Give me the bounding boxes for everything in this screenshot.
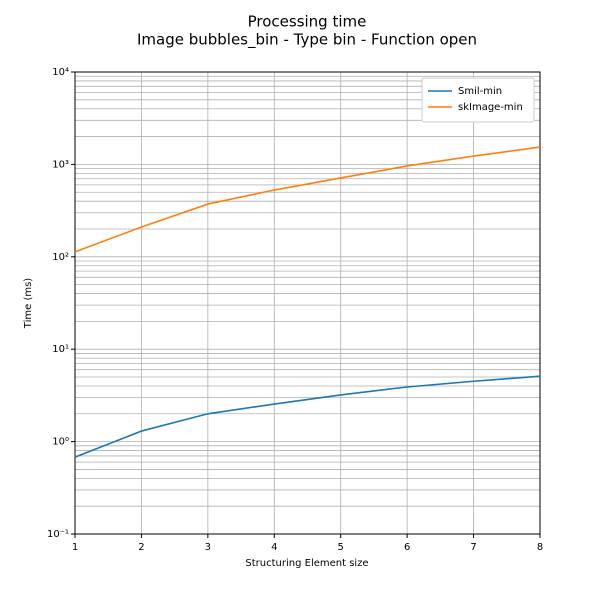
y-tick-label: 10⁻¹ bbox=[47, 529, 69, 540]
x-tick-label: 3 bbox=[205, 542, 211, 553]
chart-subtitle: Image bubbles_bin - Type bin - Function … bbox=[137, 31, 477, 50]
legend-box bbox=[421, 77, 535, 123]
y-tick-label: 10⁴ bbox=[52, 67, 69, 78]
y-tick-label: 10³ bbox=[52, 159, 69, 170]
x-tick-label: 4 bbox=[271, 542, 277, 553]
line bbox=[74, 375, 541, 458]
x-tick-label: 5 bbox=[338, 542, 344, 553]
y-tick-label: 10¹ bbox=[52, 344, 69, 355]
plot-frame bbox=[74, 71, 541, 535]
x-tick-label: 1 bbox=[72, 542, 78, 553]
x-tick-label: 8 bbox=[537, 542, 543, 553]
line bbox=[74, 146, 541, 253]
y-tick-label: 10⁰ bbox=[52, 437, 69, 448]
chart-title: Processing time bbox=[248, 13, 367, 31]
x-tick-label: 6 bbox=[404, 542, 410, 553]
y-tick-label: 10² bbox=[52, 252, 69, 263]
x-axis-label: Structuring Element size bbox=[245, 558, 368, 569]
x-tick-label: 7 bbox=[470, 542, 476, 553]
x-tick-label: 2 bbox=[138, 542, 144, 553]
legend-label: Smil-min bbox=[458, 86, 502, 97]
y-axis-label: Time (ms) bbox=[23, 278, 34, 330]
legend-label: skImage-min bbox=[458, 102, 523, 113]
